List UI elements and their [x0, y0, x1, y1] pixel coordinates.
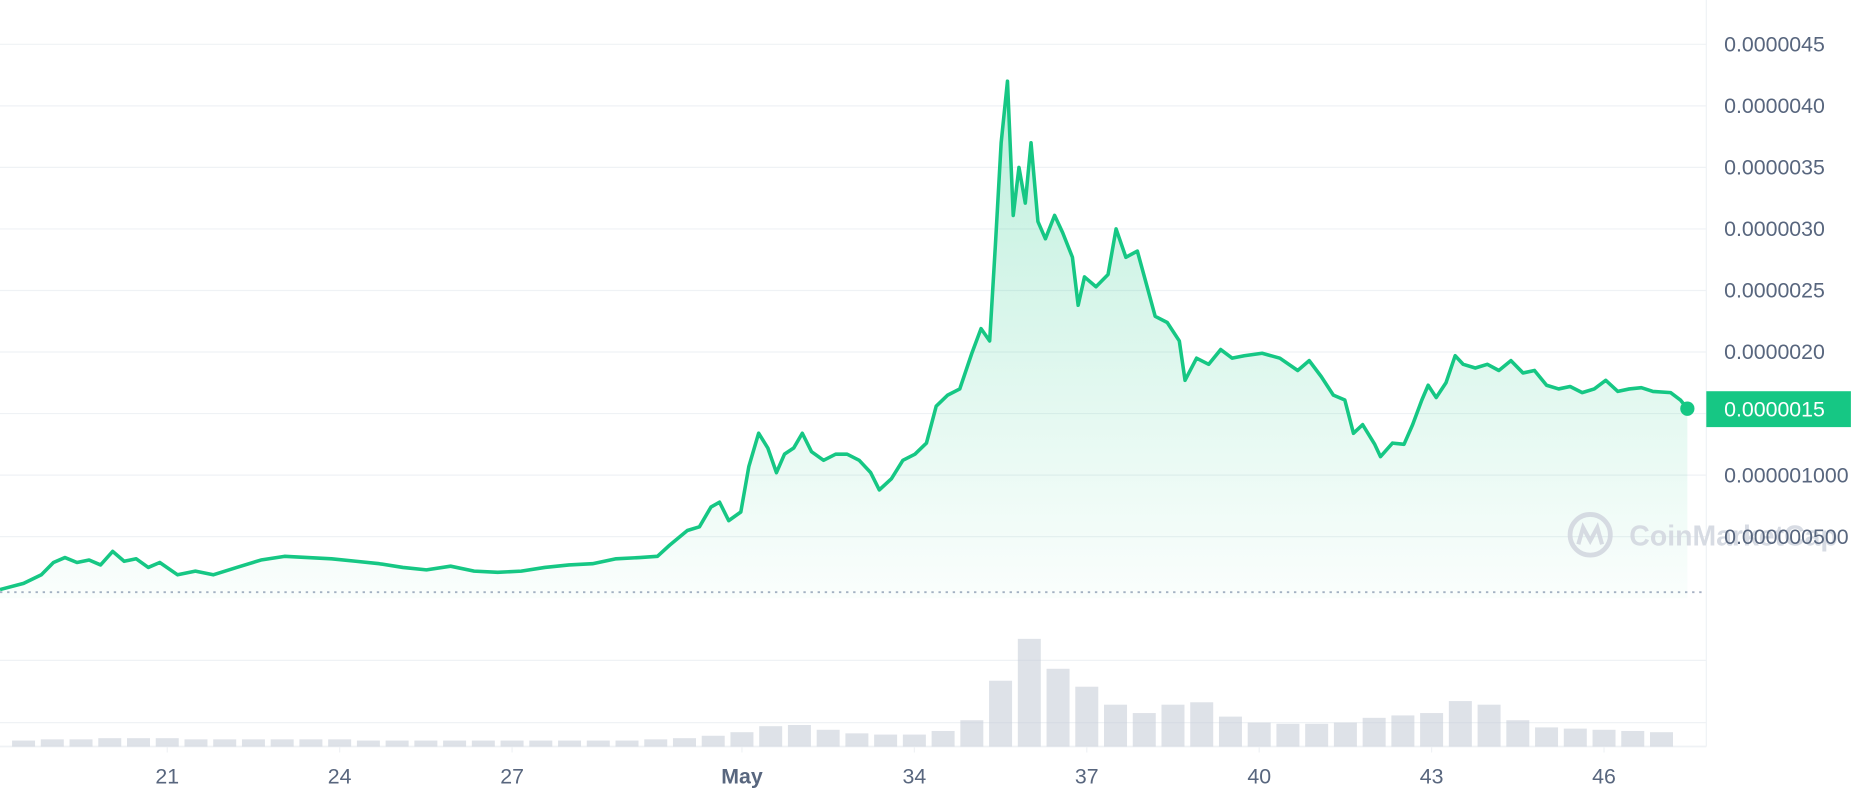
- volume-bar: [1506, 720, 1530, 747]
- volume-bar: [1621, 730, 1645, 747]
- x-tick-label: 27: [500, 765, 524, 789]
- x-tick-label: 46: [1592, 765, 1616, 789]
- volume-bar: [615, 740, 639, 747]
- volume-bar: [529, 740, 553, 747]
- y-tick-label: 0.0000035: [1724, 155, 1825, 179]
- y-tick-label: 0.000001000: [1724, 463, 1849, 487]
- volume-bar: [787, 725, 811, 747]
- volume-bar: [1305, 723, 1329, 747]
- y-tick-label: 0.0000045: [1724, 32, 1825, 56]
- volume-bar: [1563, 728, 1587, 747]
- watermark-text: CoinMarketCap: [1629, 520, 1837, 552]
- volume-bar: [1592, 729, 1616, 747]
- price-line: [0, 79, 1689, 592]
- x-tick-label: 43: [1420, 765, 1444, 789]
- y-tick-label: 0.0000020: [1724, 340, 1825, 364]
- volume-bar: [1333, 722, 1357, 747]
- volume-bar: [328, 739, 352, 747]
- volume-bar: [989, 680, 1013, 747]
- volume-bar: [1420, 713, 1444, 747]
- volume-bar: [1276, 723, 1300, 747]
- x-tick-label: 34: [903, 765, 927, 789]
- price-area: [0, 81, 1688, 599]
- volume-bar: [414, 740, 438, 747]
- volume-bar: [98, 738, 122, 747]
- volume-bar: [1190, 702, 1214, 747]
- volume-bar: [816, 729, 840, 747]
- x-tick-label: 21: [155, 765, 179, 789]
- volume-bar: [902, 734, 926, 747]
- volume-bars: [12, 638, 1673, 747]
- volume-bar: [443, 740, 467, 747]
- y-tick-label: 0.000000500: [1724, 525, 1849, 549]
- volume-bar: [1132, 713, 1156, 747]
- volume-bar: [500, 740, 524, 747]
- volume-bar: [155, 738, 179, 747]
- volume-bar: [1075, 686, 1099, 747]
- y-axis: 0.0000045 0.0000040 0.0000035 0.0000030 0.00…: [1724, 32, 1849, 548]
- plot-area: [0, 79, 1695, 599]
- volume-bar: [40, 739, 64, 747]
- y-tick-label: 0.0000030: [1724, 217, 1825, 241]
- volume-bar: [127, 738, 151, 747]
- volume-bar: [960, 720, 984, 747]
- volume-bar: [1017, 638, 1041, 747]
- volume-bar: [558, 740, 582, 747]
- watermark-logo-mark: [1576, 522, 1605, 546]
- volume-bar: [672, 738, 696, 747]
- x-axis: 21 24 27 May 34 37 40 43 46: [155, 746, 1616, 789]
- y-tick-label: 0.0000040: [1724, 94, 1825, 118]
- x-tick-label: 24: [328, 765, 352, 789]
- volume-bar: [356, 740, 380, 747]
- volume-bar: [759, 726, 783, 747]
- price-tag-text: 0.0000015: [1724, 397, 1825, 421]
- volume-bar: [730, 732, 754, 747]
- x-tick-label: 40: [1247, 765, 1271, 789]
- volume-bar: [1046, 668, 1070, 747]
- volume-bar: [1362, 717, 1386, 747]
- volume-bar: [931, 730, 955, 747]
- price-tag-box: [1706, 391, 1851, 428]
- volume-bar: [874, 734, 898, 747]
- volume-bar: [1535, 727, 1559, 747]
- volume-bar: [12, 740, 36, 747]
- volume-bar: [586, 740, 610, 747]
- last-price-dot: [1680, 401, 1695, 416]
- y-tick-label: 0.0000025: [1724, 279, 1825, 303]
- volume-bar: [1161, 704, 1185, 747]
- volume-bar: [299, 739, 323, 747]
- volume-bar: [1650, 732, 1673, 747]
- volume-bar: [270, 739, 294, 747]
- volume-bar: [241, 739, 265, 747]
- volume-bar: [1477, 704, 1501, 747]
- volume-bar: [1448, 701, 1472, 747]
- volume-bar: [845, 733, 869, 747]
- x-tick-label: 37: [1075, 765, 1099, 789]
- volume-bar: [69, 739, 93, 747]
- volume-bar: [385, 740, 409, 747]
- volume-bar: [1247, 722, 1271, 747]
- watermark-logo: [1567, 512, 1613, 558]
- price-tag: 0.0000015: [1706, 391, 1851, 428]
- watermark: CoinMarketCap: [1567, 512, 1838, 558]
- volume-bar: [644, 739, 668, 747]
- volume-bar: [701, 735, 725, 747]
- x-tick-label: May: [721, 765, 763, 789]
- volume-bar: [1218, 716, 1242, 747]
- volume-bar: [471, 740, 495, 747]
- volume-bar: [184, 739, 208, 747]
- volume-bar: [213, 739, 237, 747]
- volume-bar: [1391, 715, 1415, 747]
- volume-bar: [1104, 704, 1128, 747]
